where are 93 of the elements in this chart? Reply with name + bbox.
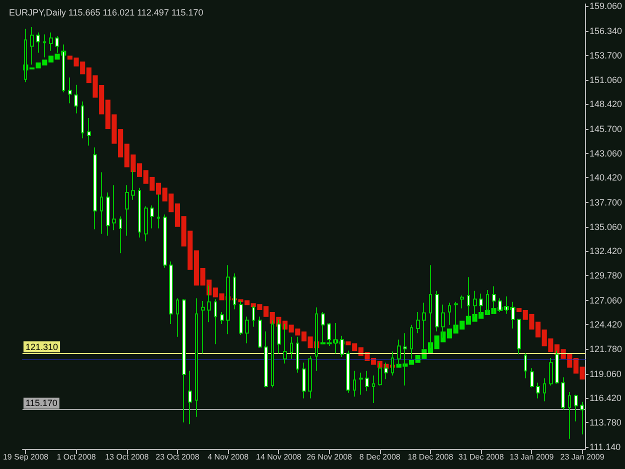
candlestick (580, 401, 584, 435)
candlestick (258, 316, 262, 348)
y-tick-label: 111.140 (589, 442, 621, 452)
x-tick-label: 23 Oct 2008 (156, 452, 200, 462)
candlestick (416, 312, 420, 334)
candlestick (43, 34, 46, 58)
candlestick (36, 32, 40, 54)
candlestick (530, 368, 534, 388)
candlestick (308, 356, 312, 399)
candlestick (144, 206, 148, 242)
x-tick-label: 19 Sep 2008 (2, 452, 49, 462)
candlestick (277, 318, 281, 354)
ref-line-label: 121.310 (26, 342, 58, 352)
candlestick (245, 316, 249, 344)
x-tick-label: 31 Dec 2008 (458, 452, 504, 462)
candlestick (125, 184, 129, 236)
candlestick (410, 324, 413, 360)
candlestick (55, 36, 59, 54)
candlestick (106, 192, 110, 236)
y-tick-label: 151.060 (589, 74, 622, 85)
y-tick-label: 121.780 (589, 344, 622, 354)
candlestick (378, 362, 382, 386)
candlestick (201, 300, 205, 354)
x-tick-label: 13 Jan 2009 (510, 452, 554, 462)
candlestick (100, 172, 103, 234)
x-tick-label: 14 Nov 2008 (256, 452, 302, 462)
y-tick-label: 148.420 (589, 99, 622, 110)
candlestick (568, 391, 571, 440)
candlestick (574, 394, 578, 422)
chart-title: EURJPY,Daily 115.665 116.021 112.497 115.170 (9, 8, 204, 18)
x-tick-label: 13 Oct 2008 (105, 452, 150, 462)
x-tick-label: 4 Nov 2008 (208, 452, 250, 462)
candlestick (517, 318, 521, 355)
x-tick-label: 8 Dec 2008 (359, 452, 401, 462)
y-tick-label: 113.780 (589, 418, 622, 428)
y-tick-label: 137.700 (589, 198, 622, 208)
x-tick-label: 1 Oct 2008 (56, 452, 96, 462)
candlestick (182, 298, 186, 423)
candlestick (112, 184, 116, 231)
candlestick (93, 146, 97, 230)
candlestick (68, 77, 72, 104)
candlestick (290, 336, 293, 360)
candlestick (397, 339, 401, 366)
y-tick-label: 119.060 (589, 368, 622, 379)
candlestick (87, 118, 91, 146)
y-tick-label: 135.060 (589, 222, 622, 232)
candlestick (391, 351, 394, 376)
candlestick (353, 370, 356, 398)
candlestick (524, 352, 527, 379)
x-tick-label: 18 Dec 2008 (408, 452, 454, 462)
candlestick (460, 294, 464, 309)
y-tick-label: 127.060 (589, 295, 622, 306)
y-tick-label: 156.340 (589, 26, 622, 36)
y-tick-label: 159.060 (589, 1, 622, 12)
candlestick (365, 370, 369, 392)
candlestick (150, 204, 154, 229)
candlestick (422, 302, 426, 350)
candlestick (49, 32, 53, 52)
candlestick (74, 84, 78, 114)
candlestick (561, 376, 565, 410)
candlestick (214, 298, 217, 345)
ref-line-label: 115.170 (26, 398, 58, 408)
candlestick (302, 362, 306, 399)
candlestick (372, 374, 375, 404)
candlestick (264, 330, 268, 388)
candlestick (169, 260, 173, 324)
y-tick-label: 145.700 (589, 124, 622, 134)
candlestick (30, 26, 34, 66)
candlestick (81, 100, 84, 139)
candlestick (296, 336, 299, 374)
y-tick-label: 140.420 (589, 172, 622, 183)
candlestick (176, 298, 179, 338)
candlestick (543, 378, 546, 402)
candlestick (448, 302, 451, 326)
candlestick (549, 357, 553, 386)
candlestick (188, 370, 192, 425)
candlestick (435, 290, 439, 332)
y-tick-label: 132.420 (589, 246, 622, 256)
candlestick (220, 312, 224, 324)
candlestick (536, 382, 540, 399)
y-tick-label: 153.700 (589, 50, 622, 60)
candlestick (119, 216, 122, 254)
candlestick (195, 298, 198, 418)
candlestick (359, 372, 363, 396)
y-tick-label: 124.420 (589, 320, 622, 330)
y-tick-label: 143.060 (589, 148, 622, 158)
candlestick (346, 350, 350, 394)
x-tick-label: 23 Jan 2009 (560, 452, 605, 462)
candlestick (138, 187, 141, 238)
y-tick-label: 129.780 (589, 270, 622, 280)
x-tick-label: 26 Nov 2008 (306, 452, 353, 462)
y-tick-label: 116.420 (589, 393, 622, 404)
candlestick (163, 214, 167, 268)
